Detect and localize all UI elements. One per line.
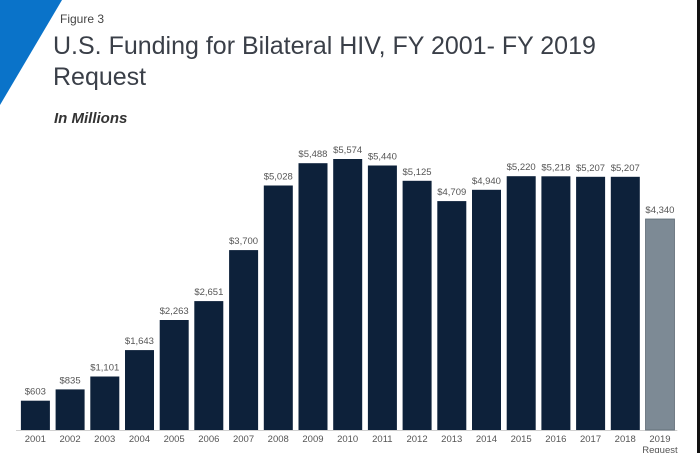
data-label-2001: $603 (25, 387, 46, 398)
data-label-2007: $3,700 (229, 236, 258, 247)
chart-title: U.S. Funding for Bilateral HIV, FY 2001-… (53, 31, 693, 93)
data-label-2003: $1,101 (90, 363, 119, 374)
x-tick-label-2012: 2012 (406, 434, 427, 445)
data-label-2009: $5,488 (298, 149, 327, 160)
x-tick-label-2004: 2004 (129, 434, 150, 445)
bar-2019 (645, 218, 675, 431)
x-tick-label-2005: 2005 (164, 434, 185, 445)
x-tick-label-2006: 2006 (198, 434, 219, 445)
x-tick-label-2019-line2: Request (642, 445, 678, 453)
data-label-2006: $2,651 (194, 287, 223, 298)
data-label-2002: $835 (59, 375, 80, 386)
data-label-2005: $2,263 (160, 306, 189, 317)
x-tick-label-2002: 2002 (59, 434, 80, 445)
data-label-2008: $5,028 (264, 172, 293, 183)
bar-2010 (333, 159, 363, 430)
x-tick-label-2017: 2017 (580, 434, 601, 445)
data-label-2012: $5,125 (403, 167, 432, 178)
x-tick-label-2013: 2013 (441, 434, 462, 445)
x-tick-label-2008: 2008 (268, 434, 289, 445)
x-tick-label-2010: 2010 (337, 434, 358, 445)
bar-2004 (125, 350, 154, 430)
bar-2011 (367, 165, 397, 430)
bar-2015 (506, 176, 536, 430)
bar-2017 (576, 176, 606, 430)
data-label-2004: $1,643 (125, 336, 154, 347)
bar-2001 (20, 400, 50, 430)
figure-label: Figure 3 (60, 12, 105, 26)
bar-2009 (298, 163, 328, 430)
data-label-2018: $5,207 (611, 163, 640, 174)
corner-accent-shape (0, 0, 62, 105)
bar-2012 (402, 180, 432, 430)
x-tick-label-2003: 2003 (94, 434, 115, 445)
bar-2018 (610, 176, 640, 430)
data-label-2016: $5,218 (541, 162, 570, 173)
bar-2016 (541, 176, 571, 430)
x-tick-label-2011: 2011 (372, 434, 392, 445)
data-label-2019: $4,340 (645, 205, 674, 216)
data-label-2015: $5,220 (507, 162, 536, 173)
bar-2014 (472, 189, 501, 430)
window-edge (697, 0, 700, 453)
bar-2002 (55, 389, 85, 430)
bar-2013 (437, 201, 467, 430)
x-tick-label-2016: 2016 (545, 434, 566, 445)
x-tick-label-2007: 2007 (233, 434, 254, 445)
x-tick-label-2009: 2009 (302, 434, 323, 445)
chart-subtitle: In Millions (54, 110, 128, 127)
bar-2003 (90, 376, 120, 430)
x-tick-label-2018: 2018 (615, 434, 636, 445)
chart-title-line-2: Request (53, 63, 147, 91)
bar-2005 (159, 320, 189, 430)
bar-2007 (229, 250, 259, 430)
x-tick-label-2015: 2015 (511, 434, 532, 445)
x-tick-label-2019: 2019 (649, 434, 670, 445)
x-tick-label-2014: 2014 (476, 434, 497, 445)
bar-2006 (194, 301, 224, 430)
data-label-2013: $4,709 (437, 187, 466, 198)
data-label-2014: $4,940 (472, 176, 501, 187)
chart-title-line-1: U.S. Funding for Bilateral HIV, FY 2001-… (53, 32, 596, 60)
x-tick-label-2001: 2001 (25, 434, 46, 445)
data-label-2017: $5,207 (576, 163, 605, 174)
data-label-2010: $5,574 (333, 145, 362, 156)
data-label-2011: $5,440 (368, 152, 397, 163)
bar-2008 (263, 185, 293, 430)
